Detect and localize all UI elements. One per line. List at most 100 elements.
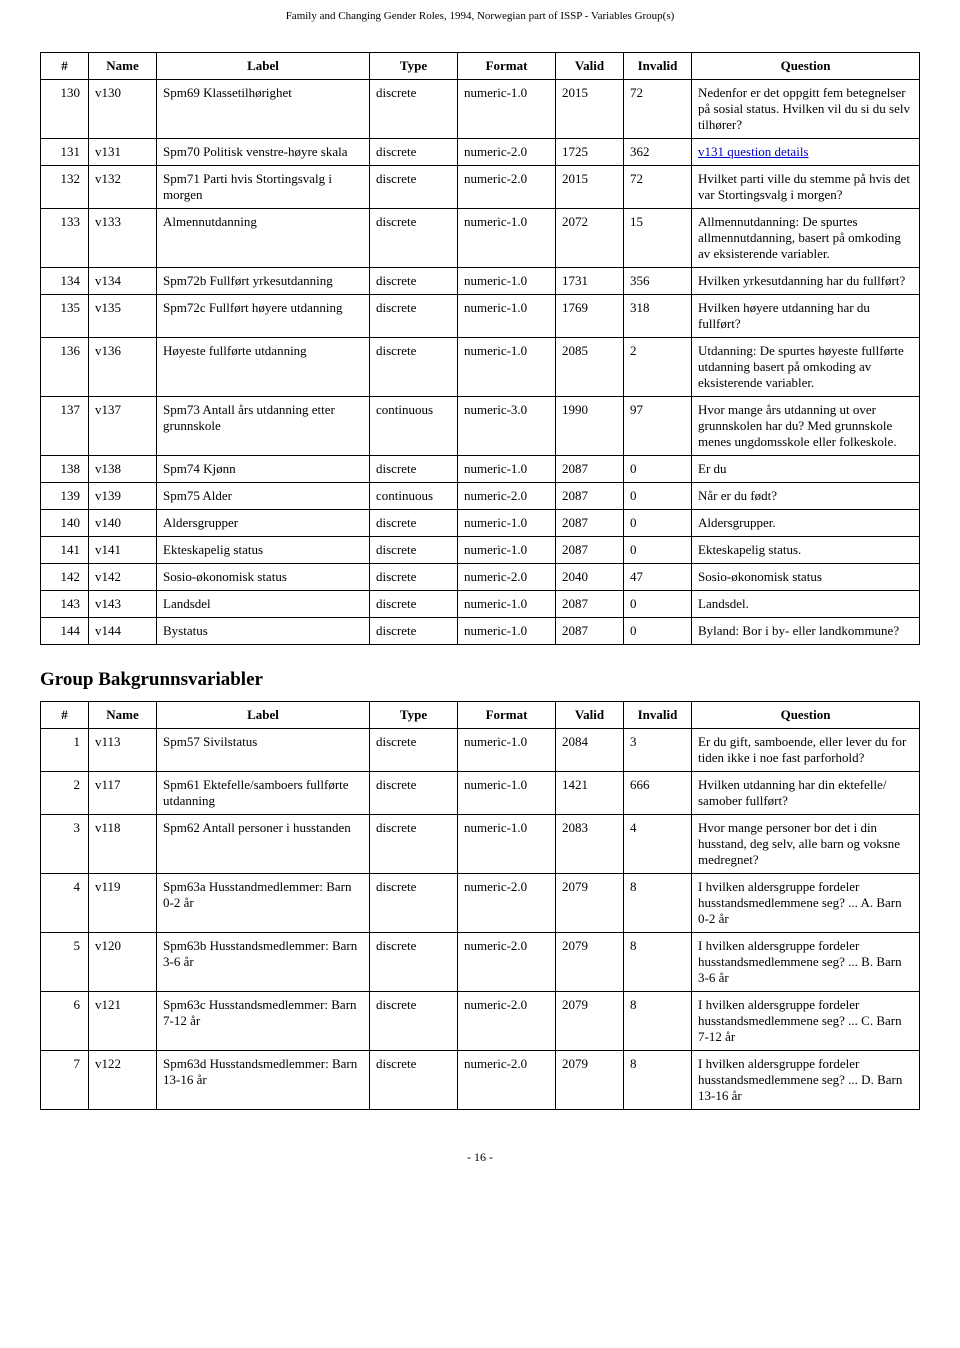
cell-valid: 2072 — [556, 209, 624, 268]
cell-label: Spm70 Politisk venstre-høyre skala — [157, 139, 370, 166]
cell-question: Er du gift, samboende, eller lever du fo… — [692, 729, 920, 772]
cell-question: Hvilken utdanning har din ektefelle/ sam… — [692, 772, 920, 815]
cell-question: Ekteskapelig status. — [692, 537, 920, 564]
cell-valid: 1725 — [556, 139, 624, 166]
cell-type: discrete — [370, 992, 458, 1051]
page-footer: - 16 - — [40, 1150, 920, 1165]
cell-num: 135 — [41, 295, 89, 338]
cell-label: Landsdel — [157, 591, 370, 618]
cell-label: Spm57 Sivilstatus — [157, 729, 370, 772]
cell-question: Allmennutdanning: De spurtes allmennutda… — [692, 209, 920, 268]
cell-valid: 1731 — [556, 268, 624, 295]
cell-name: v121 — [89, 992, 157, 1051]
cell-name: v135 — [89, 295, 157, 338]
cell-question: Hvilket parti ville du stemme på hvis de… — [692, 166, 920, 209]
cell-format: numeric-1.0 — [458, 268, 556, 295]
col-num: # — [41, 702, 89, 729]
cell-format: numeric-2.0 — [458, 139, 556, 166]
cell-type: discrete — [370, 139, 458, 166]
cell-num: 6 — [41, 992, 89, 1051]
cell-invalid: 4 — [624, 815, 692, 874]
cell-valid: 2087 — [556, 591, 624, 618]
cell-valid: 2079 — [556, 874, 624, 933]
table-row: 6v121Spm63c Husstandsmedlemmer: Barn 7-1… — [41, 992, 920, 1051]
cell-valid: 2084 — [556, 729, 624, 772]
cell-valid: 2079 — [556, 992, 624, 1051]
cell-name: v130 — [89, 80, 157, 139]
cell-type: discrete — [370, 772, 458, 815]
cell-label: Almennutdanning — [157, 209, 370, 268]
cell-type: discrete — [370, 618, 458, 645]
col-name: Name — [89, 53, 157, 80]
cell-label: Høyeste fullførte utdanning — [157, 338, 370, 397]
cell-num: 139 — [41, 483, 89, 510]
cell-label: Spm63a Husstandmedlemmer: Barn 0-2 år — [157, 874, 370, 933]
cell-type: discrete — [370, 510, 458, 537]
col-format: Format — [458, 702, 556, 729]
cell-format: numeric-2.0 — [458, 874, 556, 933]
cell-question: I hvilken aldersgruppe fordeler husstand… — [692, 992, 920, 1051]
cell-type: discrete — [370, 815, 458, 874]
cell-num: 2 — [41, 772, 89, 815]
cell-num: 140 — [41, 510, 89, 537]
cell-format: numeric-2.0 — [458, 483, 556, 510]
cell-invalid: 47 — [624, 564, 692, 591]
cell-format: numeric-1.0 — [458, 618, 556, 645]
table-row: 144v144Bystatusdiscretenumeric-1.020870B… — [41, 618, 920, 645]
cell-format: numeric-1.0 — [458, 80, 556, 139]
cell-format: numeric-3.0 — [458, 397, 556, 456]
cell-valid: 2015 — [556, 80, 624, 139]
cell-valid: 2079 — [556, 933, 624, 992]
cell-type: continuous — [370, 397, 458, 456]
cell-format: numeric-2.0 — [458, 992, 556, 1051]
cell-label: Spm63d Husstandsmedlemmer: Barn 13-16 år — [157, 1051, 370, 1110]
cell-question: I hvilken aldersgruppe fordeler husstand… — [692, 874, 920, 933]
table-row: 136v136Høyeste fullførte utdanningdiscre… — [41, 338, 920, 397]
question-link[interactable]: v131 question details — [698, 144, 809, 159]
cell-name: v137 — [89, 397, 157, 456]
cell-type: discrete — [370, 537, 458, 564]
cell-valid: 2083 — [556, 815, 624, 874]
col-type: Type — [370, 702, 458, 729]
cell-invalid: 15 — [624, 209, 692, 268]
cell-valid: 2085 — [556, 338, 624, 397]
cell-format: numeric-1.0 — [458, 510, 556, 537]
cell-name: v120 — [89, 933, 157, 992]
cell-label: Bystatus — [157, 618, 370, 645]
cell-valid: 2079 — [556, 1051, 624, 1110]
cell-type: discrete — [370, 729, 458, 772]
table-row: 1v113Spm57 Sivilstatusdiscretenumeric-1.… — [41, 729, 920, 772]
col-invalid: Invalid — [624, 702, 692, 729]
table-row: 139v139Spm75 Aldercontinuousnumeric-2.02… — [41, 483, 920, 510]
cell-invalid: 0 — [624, 591, 692, 618]
cell-num: 132 — [41, 166, 89, 209]
cell-type: discrete — [370, 80, 458, 139]
cell-question: v131 question details — [692, 139, 920, 166]
cell-name: v118 — [89, 815, 157, 874]
cell-label: Spm62 Antall personer i husstanden — [157, 815, 370, 874]
cell-question: I hvilken aldersgruppe fordeler husstand… — [692, 933, 920, 992]
table-row: 130v130Spm69 Klassetilhørighetdiscretenu… — [41, 80, 920, 139]
page-header: Family and Changing Gender Roles, 1994, … — [40, 10, 920, 22]
cell-label: Ekteskapelig status — [157, 537, 370, 564]
cell-label: Sosio-økonomisk status — [157, 564, 370, 591]
cell-valid: 2087 — [556, 483, 624, 510]
cell-valid: 2015 — [556, 166, 624, 209]
cell-label: Spm72c Fullført høyere utdanning — [157, 295, 370, 338]
table-row: 140v140Aldersgrupperdiscretenumeric-1.02… — [41, 510, 920, 537]
cell-valid: 2087 — [556, 510, 624, 537]
cell-invalid: 8 — [624, 1051, 692, 1110]
cell-type: discrete — [370, 338, 458, 397]
cell-invalid: 8 — [624, 992, 692, 1051]
cell-type: discrete — [370, 874, 458, 933]
cell-type: discrete — [370, 1051, 458, 1110]
table-row: 142v142Sosio-økonomisk statusdiscretenum… — [41, 564, 920, 591]
cell-format: numeric-1.0 — [458, 729, 556, 772]
table-row: 7v122Spm63d Husstandsmedlemmer: Barn 13-… — [41, 1051, 920, 1110]
cell-format: numeric-1.0 — [458, 209, 556, 268]
cell-invalid: 0 — [624, 618, 692, 645]
col-num: # — [41, 53, 89, 80]
cell-question: Landsdel. — [692, 591, 920, 618]
cell-question: Nedenfor er det oppgitt fem betegnelser … — [692, 80, 920, 139]
cell-label: Spm69 Klassetilhørighet — [157, 80, 370, 139]
